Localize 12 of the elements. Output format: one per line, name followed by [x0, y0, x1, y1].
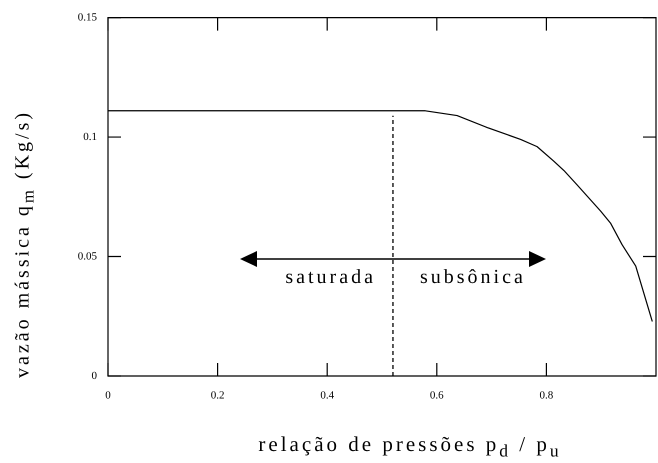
x-tick-label: 0.2	[210, 389, 224, 402]
annotation: saturada	[285, 266, 376, 288]
x-tick-label: 0	[105, 389, 112, 402]
x-tick-label: 0.8	[540, 389, 554, 402]
x-axis-title: relação de pressões p$_{d}$ / p$_{u}$	[258, 432, 562, 460]
y-tick-label: 0.15	[78, 11, 98, 24]
y-tick-label: 0.05	[78, 250, 98, 262]
annotation: subsônica	[420, 266, 526, 288]
y-tick-label: 0.1	[83, 130, 97, 143]
x-tick-label: 0.4	[320, 389, 335, 402]
x-tick-label: 0.6	[430, 389, 444, 402]
y-tick-label: 0	[92, 370, 98, 382]
